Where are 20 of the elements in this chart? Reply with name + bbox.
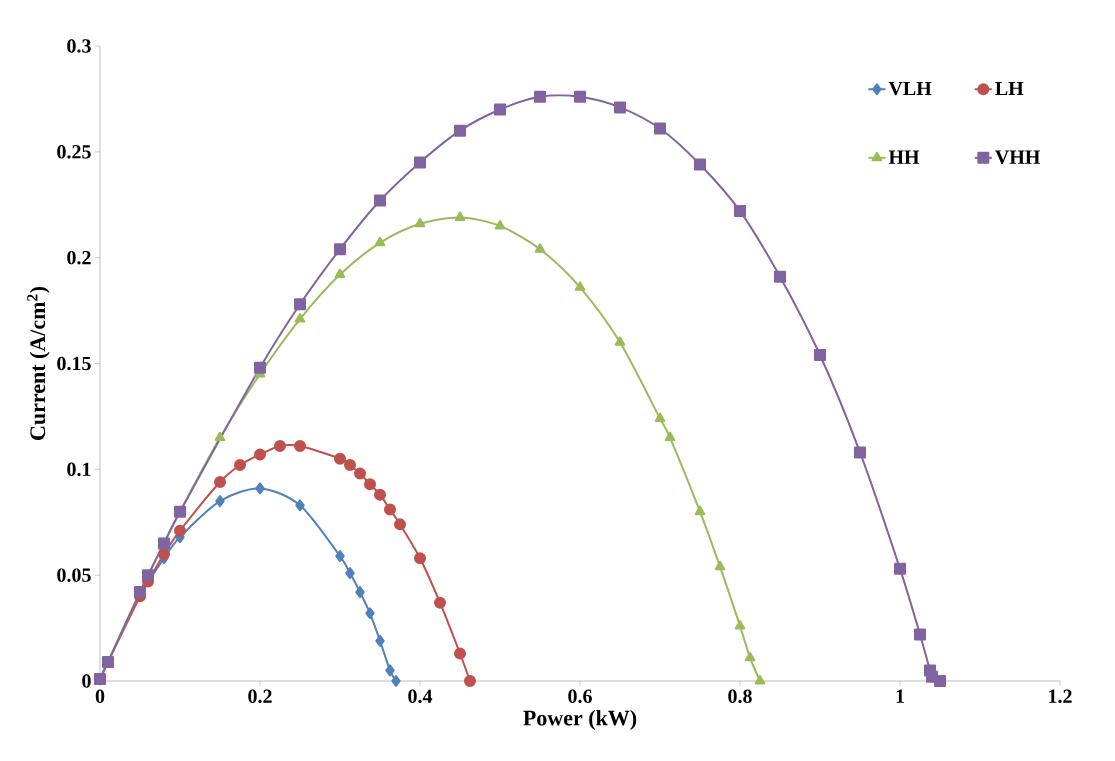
y-tick-label: 0 <box>82 674 91 688</box>
x-tick-label: 0 <box>95 689 105 704</box>
y-tick-label: 0.2 <box>67 250 91 265</box>
y-axis-title: Current (A/cm$^{2}$) <box>27 286 50 440</box>
y-tick-label: 0.3 <box>67 39 91 53</box>
y-tick-label: 0.1 <box>67 462 91 477</box>
legend-label: HH <box>888 150 920 164</box>
y-tick-label: 0.25 <box>57 145 91 159</box>
legend-label: VLH <box>888 81 932 96</box>
x-tick-label: 0.2 <box>248 689 272 704</box>
y-tick-label: 0.05 <box>57 568 91 582</box>
x-tick-label: 0.8 <box>728 689 752 704</box>
x-tick-label: 0.4 <box>408 689 433 704</box>
x-tick-label: 1.2 <box>1049 689 1072 704</box>
x-tick-label: 1 <box>896 689 904 703</box>
legend-label: VHH <box>995 150 1041 164</box>
legend-label: LH <box>995 81 1024 96</box>
y-tick-label: 0.15 <box>57 356 91 371</box>
x-axis-title: Power (kW) <box>523 709 637 730</box>
x-tick-label: 0.6 <box>568 689 592 704</box>
